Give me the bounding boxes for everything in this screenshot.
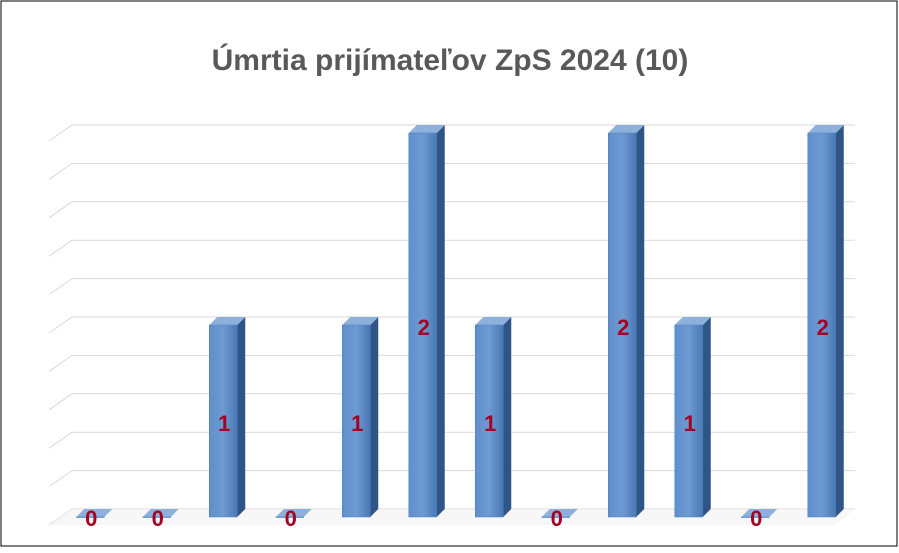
data-label: 1 [218, 411, 230, 436]
grid-line [48, 124, 855, 142]
bar-top [342, 317, 379, 325]
bar [807, 132, 836, 518]
grid-line [48, 354, 855, 372]
data-label: 0 [551, 506, 563, 531]
grid-line [48, 316, 855, 334]
data-label: 0 [750, 506, 762, 531]
bar [275, 516, 304, 518]
data-label: 0 [285, 506, 297, 531]
floor [49, 509, 855, 525]
bar-top [807, 125, 844, 133]
bar [541, 516, 570, 518]
bar-side [835, 125, 844, 517]
bar-top [275, 509, 312, 517]
bar [209, 324, 238, 518]
bar-top [541, 509, 578, 517]
grid-line [48, 201, 855, 219]
data-label: 2 [817, 315, 829, 340]
data-label: 1 [351, 411, 363, 436]
bar-top [475, 317, 512, 325]
bar-side [503, 317, 512, 517]
bar-top [408, 125, 445, 133]
data-label: 0 [152, 506, 164, 531]
chart-title: Úmrtia prijímateľov ZpS 2024 (10) [212, 43, 689, 77]
bar-top [608, 125, 645, 133]
bar [475, 324, 504, 518]
bar [674, 324, 703, 518]
bar [741, 516, 770, 518]
data-label: 2 [617, 315, 629, 340]
grid-line [48, 470, 855, 488]
grid-line [48, 393, 855, 411]
bar-top [76, 509, 113, 517]
bar-top [142, 509, 179, 517]
data-label: 0 [85, 506, 97, 531]
bar-side [237, 317, 246, 517]
bar [142, 516, 171, 518]
grid-line [48, 162, 855, 180]
grid-line [48, 431, 855, 449]
bar [408, 132, 437, 518]
data-label: 1 [484, 411, 496, 436]
bar [608, 132, 637, 518]
bar-top [741, 509, 778, 517]
bar-side [370, 317, 379, 517]
bar-top [209, 317, 246, 325]
bar [76, 516, 105, 518]
grid-line [48, 239, 855, 257]
bar-side [702, 317, 711, 517]
bar-side [636, 125, 645, 517]
bar-side [436, 125, 445, 517]
bar [342, 324, 371, 518]
data-label: 2 [418, 315, 430, 340]
bar-top [674, 317, 711, 325]
data-label: 1 [684, 411, 696, 436]
grid-line [48, 278, 855, 296]
